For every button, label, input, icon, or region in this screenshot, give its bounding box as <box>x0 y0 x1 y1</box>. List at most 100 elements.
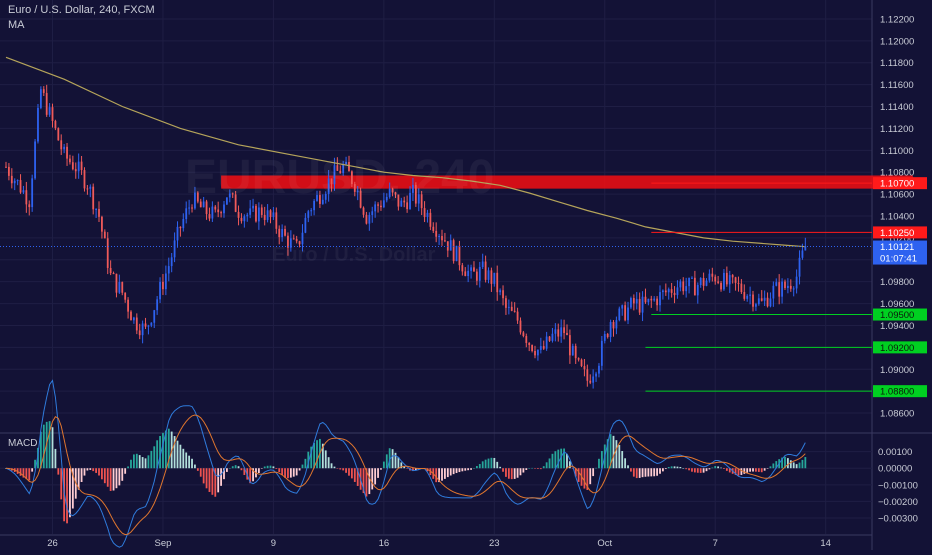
candle-body <box>786 285 789 288</box>
candle-body <box>89 186 92 189</box>
candle-body <box>66 146 68 159</box>
candle-body <box>574 346 577 359</box>
candle-body <box>371 211 374 215</box>
macd-histogram-bar <box>60 468 63 500</box>
macd-histogram-bar <box>632 468 635 477</box>
candle-body <box>13 180 16 184</box>
macd-histogram-bar <box>301 464 304 469</box>
candle-body <box>202 201 205 208</box>
candle-body <box>650 298 653 301</box>
macd-histogram-bar <box>789 460 792 469</box>
macd-histogram-bar <box>414 468 417 471</box>
macd-histogram-bar <box>342 468 345 471</box>
candle-body <box>542 346 545 349</box>
price-tick-label: 1.11400 <box>880 102 914 113</box>
macd-histogram-bar <box>772 463 775 469</box>
candle-body <box>691 277 693 279</box>
candle-body <box>592 376 595 383</box>
macd-histogram-bar <box>662 468 664 472</box>
candle-body <box>295 238 298 242</box>
candle-body <box>763 297 766 301</box>
macd-histogram-bar <box>615 440 618 469</box>
macd-histogram-bar <box>31 468 34 472</box>
candle-body <box>693 277 696 296</box>
candle-body <box>220 212 222 214</box>
candle-body <box>208 214 211 219</box>
macd-histogram-bar <box>403 466 406 469</box>
macd-histogram-bar <box>717 466 720 469</box>
macd-histogram-bar <box>39 431 42 469</box>
macd-histogram-bar <box>670 466 673 469</box>
macd-histogram-bar <box>522 468 525 473</box>
macd-histogram-bar <box>278 468 281 473</box>
candle-body <box>382 200 385 208</box>
candle-body <box>144 323 147 327</box>
price-tick-label: 1.10200 <box>880 233 914 244</box>
candle-body <box>194 192 196 209</box>
candle-body <box>10 175 13 184</box>
candle-body <box>164 273 167 290</box>
macd-histogram-bar <box>275 468 278 469</box>
candle-body <box>42 89 45 93</box>
macd-histogram-bar <box>71 468 74 509</box>
macd-histogram-bar <box>781 457 783 469</box>
candle-body <box>211 206 214 219</box>
macd-histogram-bar <box>510 468 513 480</box>
macd-histogram-bar <box>231 466 234 469</box>
macd-title[interactable]: MACD <box>8 438 38 449</box>
macd-histogram-bar <box>583 468 586 489</box>
macd-histogram-bar <box>272 466 275 469</box>
candle-body <box>525 336 528 343</box>
macd-histogram-bar <box>385 454 388 469</box>
macd-histogram-bar <box>708 468 711 470</box>
macd-histogram-bar <box>798 462 801 469</box>
candle-body <box>109 267 112 274</box>
macd-histogram-bar <box>388 448 391 469</box>
macd-histogram-bar <box>127 466 129 469</box>
macd-histogram-bar <box>769 466 772 469</box>
macd-histogram-bar <box>467 468 470 471</box>
macd-histogram-bar <box>115 468 118 489</box>
macd-histogram-bar <box>28 468 31 481</box>
macd-histogram-bar <box>339 468 342 470</box>
candle-body <box>330 178 333 185</box>
macd-histogram-bar <box>176 440 179 469</box>
macd-histogram-bar <box>333 466 336 469</box>
macd-histogram-bar <box>211 468 214 495</box>
candle-body <box>249 208 252 215</box>
macd-histogram-bar <box>647 468 650 477</box>
candle-body <box>778 282 781 297</box>
candle-body <box>118 282 121 293</box>
candle-body <box>769 298 772 307</box>
macd-histogram-bar <box>83 468 86 476</box>
candle-body <box>319 195 321 204</box>
candle-body <box>138 330 141 336</box>
candle-body <box>8 166 10 176</box>
candle-body <box>400 200 403 207</box>
price-tick-label: 1.11200 <box>880 124 914 135</box>
macd-histogram-bar <box>635 468 638 479</box>
macd-histogram-bar <box>266 465 269 469</box>
candle-body <box>682 281 685 292</box>
macd-histogram-bar <box>763 468 766 471</box>
candle-body <box>667 289 670 293</box>
candle-body <box>170 257 173 267</box>
candle-body <box>589 380 592 383</box>
macd-histogram-bar <box>80 468 83 483</box>
candle-body <box>737 282 740 284</box>
candle-body <box>257 207 260 222</box>
macd-histogram-bar <box>162 432 164 469</box>
candle-body <box>377 204 379 206</box>
candle-body <box>420 194 423 209</box>
ma-indicator-label[interactable]: MA <box>8 19 25 31</box>
macd-histogram-bar <box>470 468 472 470</box>
macd-histogram-bar <box>77 468 80 490</box>
macd-histogram-bar <box>304 458 307 469</box>
level-price-tag <box>873 226 927 239</box>
macd-line <box>5 379 806 548</box>
macd-histogram-bar <box>737 468 740 476</box>
macd-histogram-bar <box>542 466 545 469</box>
price-levels <box>0 182 872 392</box>
symbol-title[interactable]: Euro / U.S. Dollar, 240, FXCM <box>8 4 155 16</box>
